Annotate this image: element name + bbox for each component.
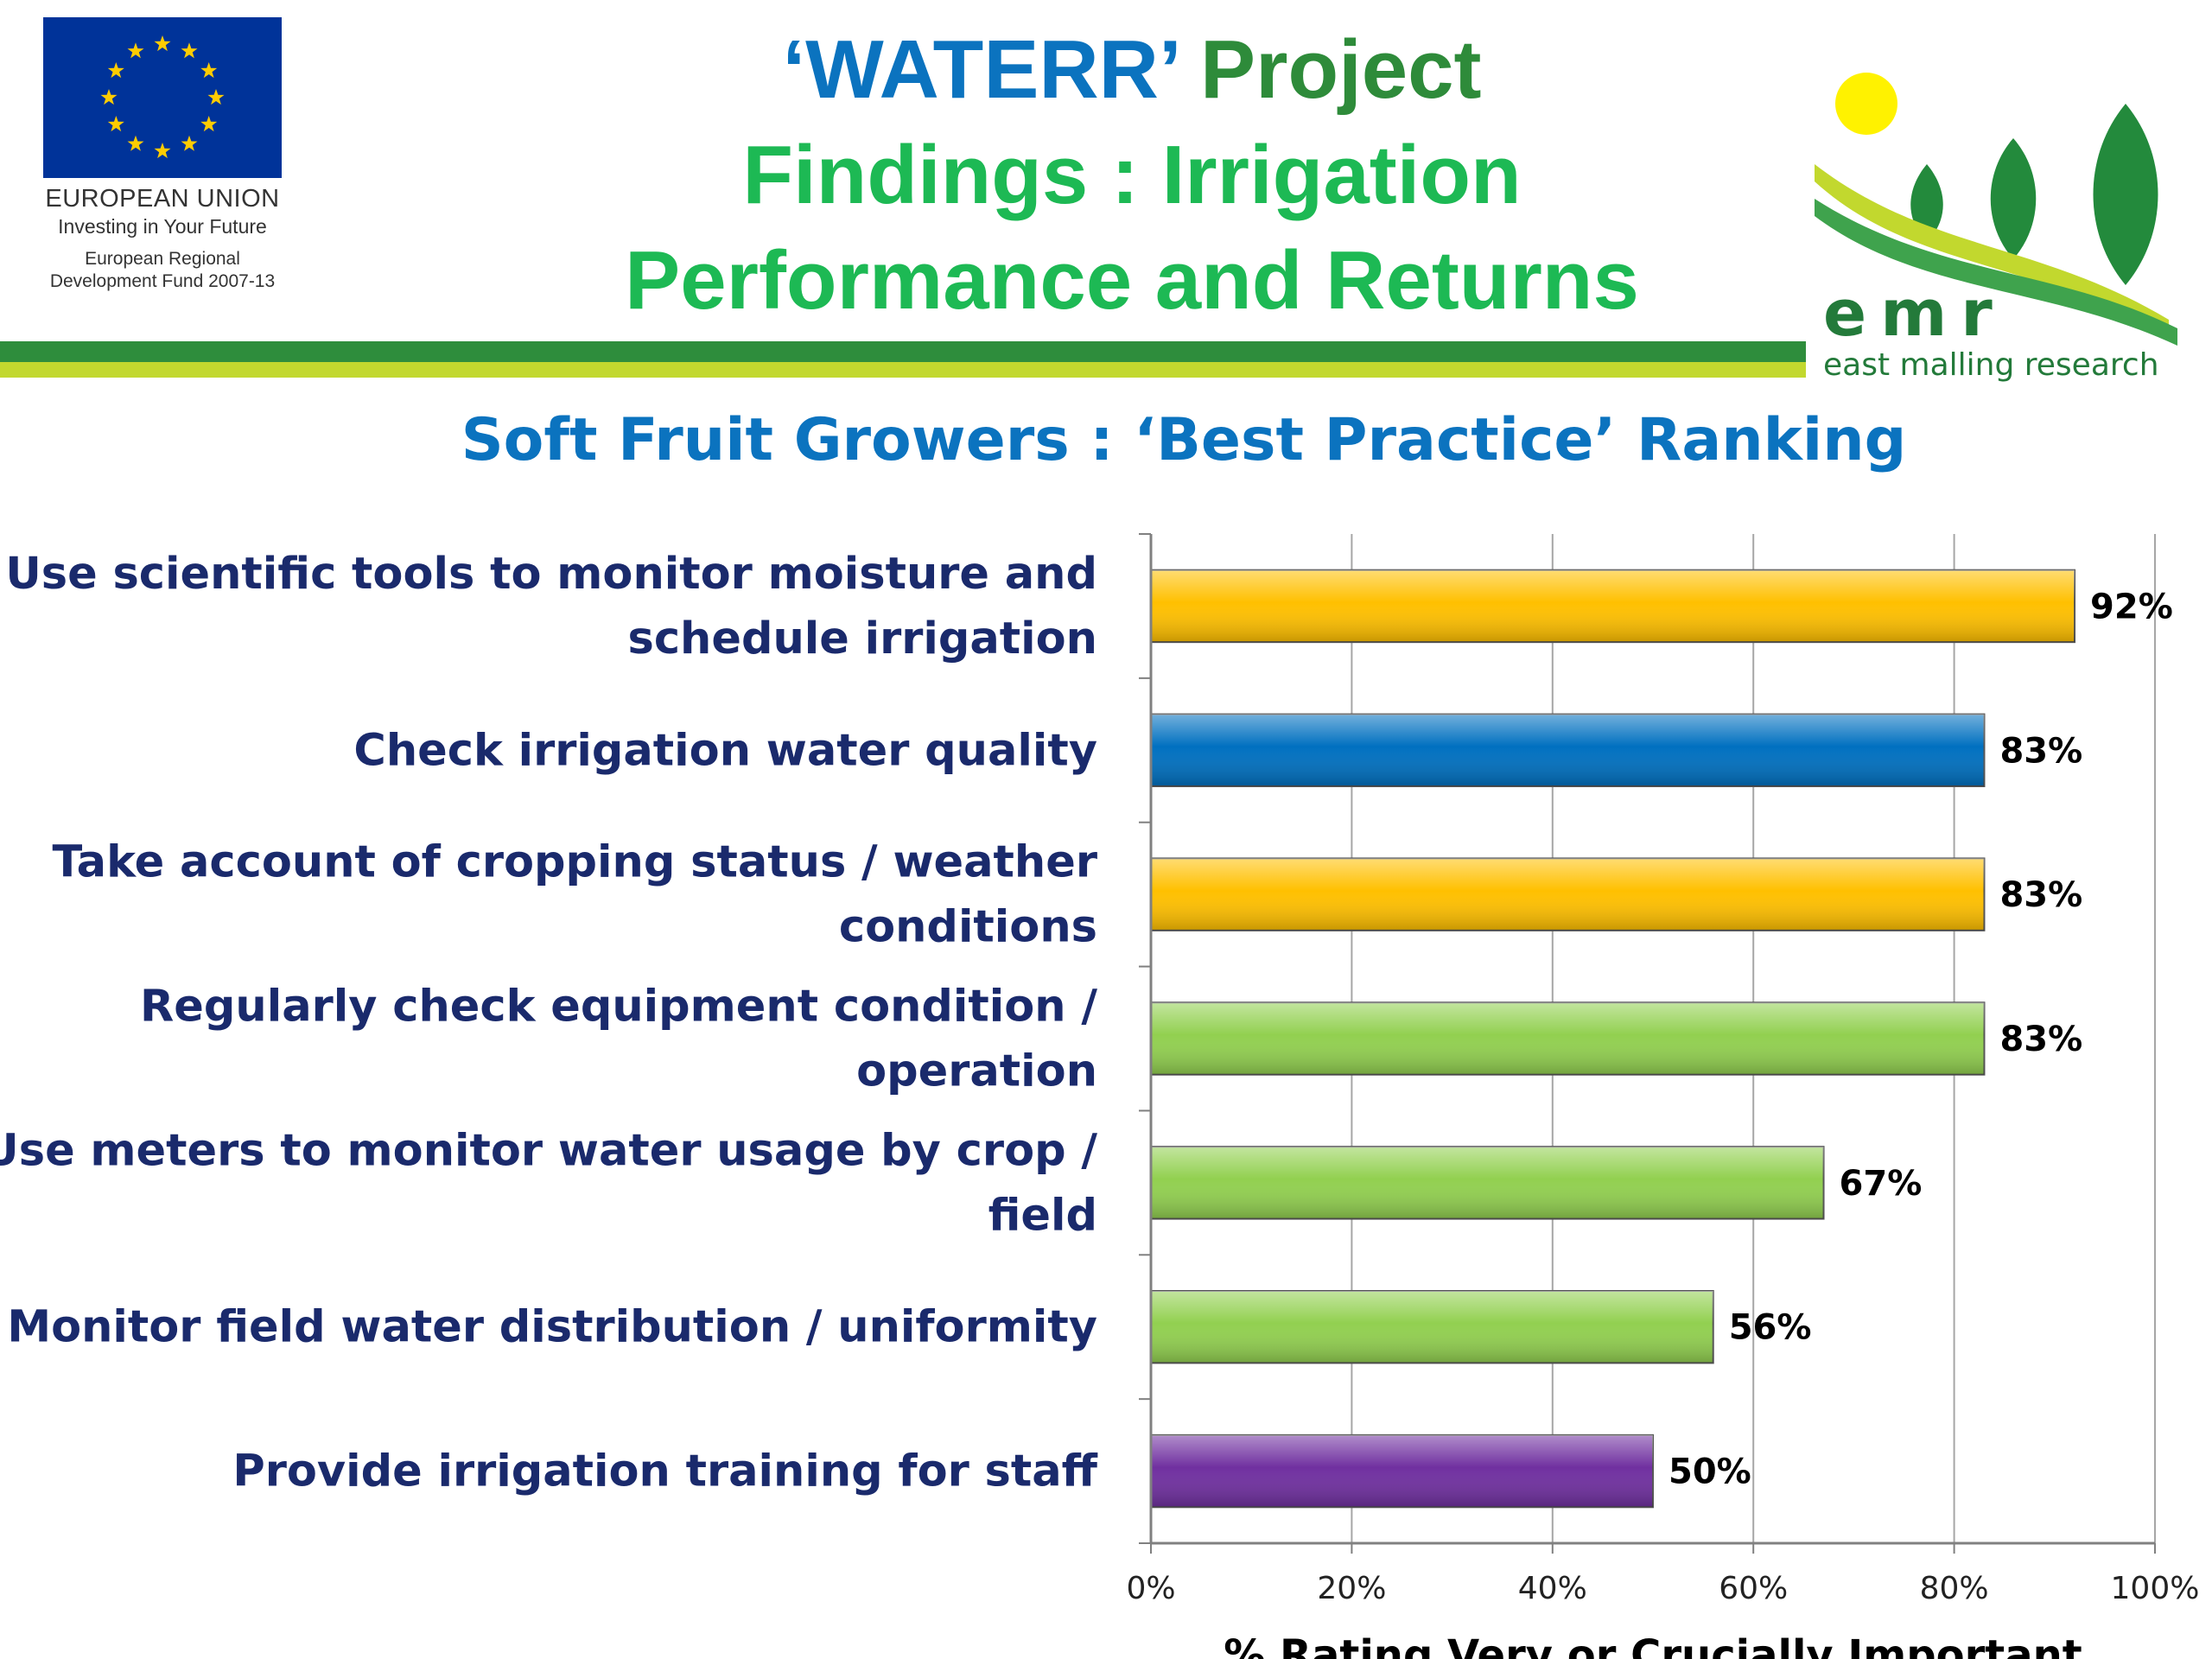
data-label: 50% <box>1669 1452 1751 1492</box>
eu-name: EUROPEAN UNION <box>45 185 280 213</box>
slide-title: ‘WATERR’ Project Findings : Irrigation P… <box>484 17 1780 334</box>
category-label-line: field <box>988 1190 1097 1241</box>
eu-star-icon <box>181 135 198 151</box>
eu-star-icon <box>107 62 124 79</box>
leaf-large-icon <box>2093 104 2158 285</box>
data-label: 92% <box>2090 587 2173 626</box>
header-band-dark <box>0 341 1806 362</box>
title-project-word: Project <box>1200 23 1482 116</box>
x-tick-label: 0% <box>1126 1571 1175 1606</box>
data-label: 83% <box>1999 875 2082 915</box>
category-label-line: Use meters to monitor water usage by cro… <box>0 1125 1097 1176</box>
category-label: Use meters to monitor water usage by cro… <box>0 1125 1097 1241</box>
x-tick-label: 100% <box>2111 1571 2200 1606</box>
bar-shade <box>1151 1002 1985 1075</box>
eu-star-icon <box>127 42 144 59</box>
eu-star-icon <box>154 143 171 159</box>
leaf-medium-icon <box>1990 138 2037 259</box>
category-label-line: Provide irrigation training for staff <box>232 1446 1097 1497</box>
eu-star-icon <box>207 89 225 105</box>
eu-flag-icon <box>43 17 282 178</box>
sun-icon <box>1835 73 1897 135</box>
eu-fund-line2: Development Fund 2007-13 <box>49 271 276 291</box>
category-label: Take account of cropping status / weathe… <box>52 837 1097 953</box>
emr-logo-graphic <box>1815 73 2177 346</box>
category-label-line: conditions <box>839 902 1097 953</box>
data-label: 83% <box>1999 1020 2082 1059</box>
bar-shade <box>1151 569 2075 643</box>
eu-star-icon <box>127 135 144 151</box>
category-label-line: Check irrigation water quality <box>353 725 1097 776</box>
x-tick-label: 80% <box>1920 1571 1989 1606</box>
category-label: Provide irrigation training for staff <box>232 1446 1097 1497</box>
x-tick-label: 40% <box>1518 1571 1587 1606</box>
data-label: 83% <box>1999 731 2082 771</box>
eu-star-icon <box>181 42 198 59</box>
bar-shade <box>1151 1147 1824 1219</box>
data-label: 56% <box>1729 1308 1812 1348</box>
category-label-line: operation <box>856 1046 1097 1097</box>
title-line3: Performance and Returns <box>625 234 1639 327</box>
axes <box>1139 533 2156 1554</box>
bar-shade <box>1151 1291 1713 1363</box>
category-labels: Use scientific tools to monitor moisture… <box>0 549 1098 1497</box>
category-label-line: Regularly check equipment condition / <box>140 982 1097 1033</box>
bar-shade <box>1151 714 1985 786</box>
eu-star-icon <box>107 116 124 132</box>
x-tick-label: 60% <box>1719 1571 1788 1606</box>
category-label: Check irrigation water quality <box>353 725 1097 776</box>
eu-star-icon <box>154 35 171 52</box>
category-label: Use scientific tools to monitor moisture… <box>5 549 1097 664</box>
category-label-line: Monitor field water distribution / unifo… <box>7 1302 1097 1353</box>
title-line2: Findings : Irrigation <box>742 129 1522 221</box>
x-tick-labels: 0% 20% 40% 60% 80% 100% <box>1126 1571 2199 1606</box>
emr-letters: emr <box>1823 276 2006 351</box>
bar-shade <box>1151 858 1985 931</box>
emr-name: east malling research <box>1823 347 2159 383</box>
eu-fund-line1: European Regional <box>85 249 240 269</box>
swoosh-dark <box>1815 199 2177 346</box>
title-line1: ‘WATERR’ Project <box>484 17 1780 123</box>
title-project-name: ‘WATERR’ <box>782 23 1178 116</box>
eu-logo: EUROPEAN UNION Investing in Your Future … <box>33 17 292 311</box>
value-labels: 92% 83% 83% 83% 67% 56% 50% <box>1669 587 2173 1491</box>
eu-star-icon <box>100 89 118 105</box>
eu-stars <box>100 35 225 159</box>
category-label: Regularly check equipment condition / ope… <box>140 982 1097 1097</box>
emr-logo: emr east malling research <box>1806 60 2186 389</box>
category-label-line: schedule irrigation <box>627 613 1097 664</box>
category-label-line: Use scientific tools to monitor moisture… <box>5 549 1097 600</box>
eu-tagline: Investing in Your Future <box>58 215 267 238</box>
bars <box>1150 569 2076 1509</box>
x-tick-label: 20% <box>1317 1571 1386 1606</box>
bar-shade <box>1151 1434 1653 1508</box>
chart-subtitle: Soft Fruit Growers : ‘Best Practice’ Ran… <box>461 406 1907 474</box>
header-band-light <box>0 362 1806 378</box>
eu-star-icon <box>200 116 218 132</box>
eu-star-icon <box>200 62 218 79</box>
x-axis-title: % Rating Very or Crucially Important <box>1224 1631 2082 1659</box>
category-label-line: Take account of cropping status / weathe… <box>52 837 1097 888</box>
data-label: 67% <box>1840 1164 1923 1204</box>
category-label: Monitor field water distribution / unifo… <box>7 1302 1097 1353</box>
